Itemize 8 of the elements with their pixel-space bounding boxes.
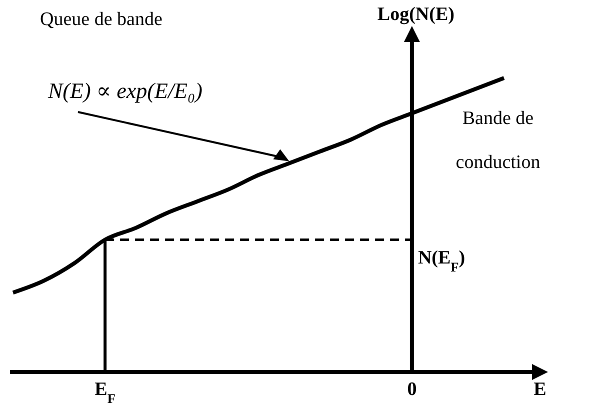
ref-line-label: N(E$_{F}$) [418,248,466,274]
x-tick-label: 0 [407,379,417,400]
x-tick-label: E$_{F}$ [94,379,116,406]
x-axis-title: E [534,379,546,400]
text: Bande de conduction [456,108,540,173]
annotation: N(E) ∝ exp(E/E₀) [47,78,202,103]
y-axis-title: Log(N(E) [377,4,454,25]
text: Queue de bande [40,9,162,30]
